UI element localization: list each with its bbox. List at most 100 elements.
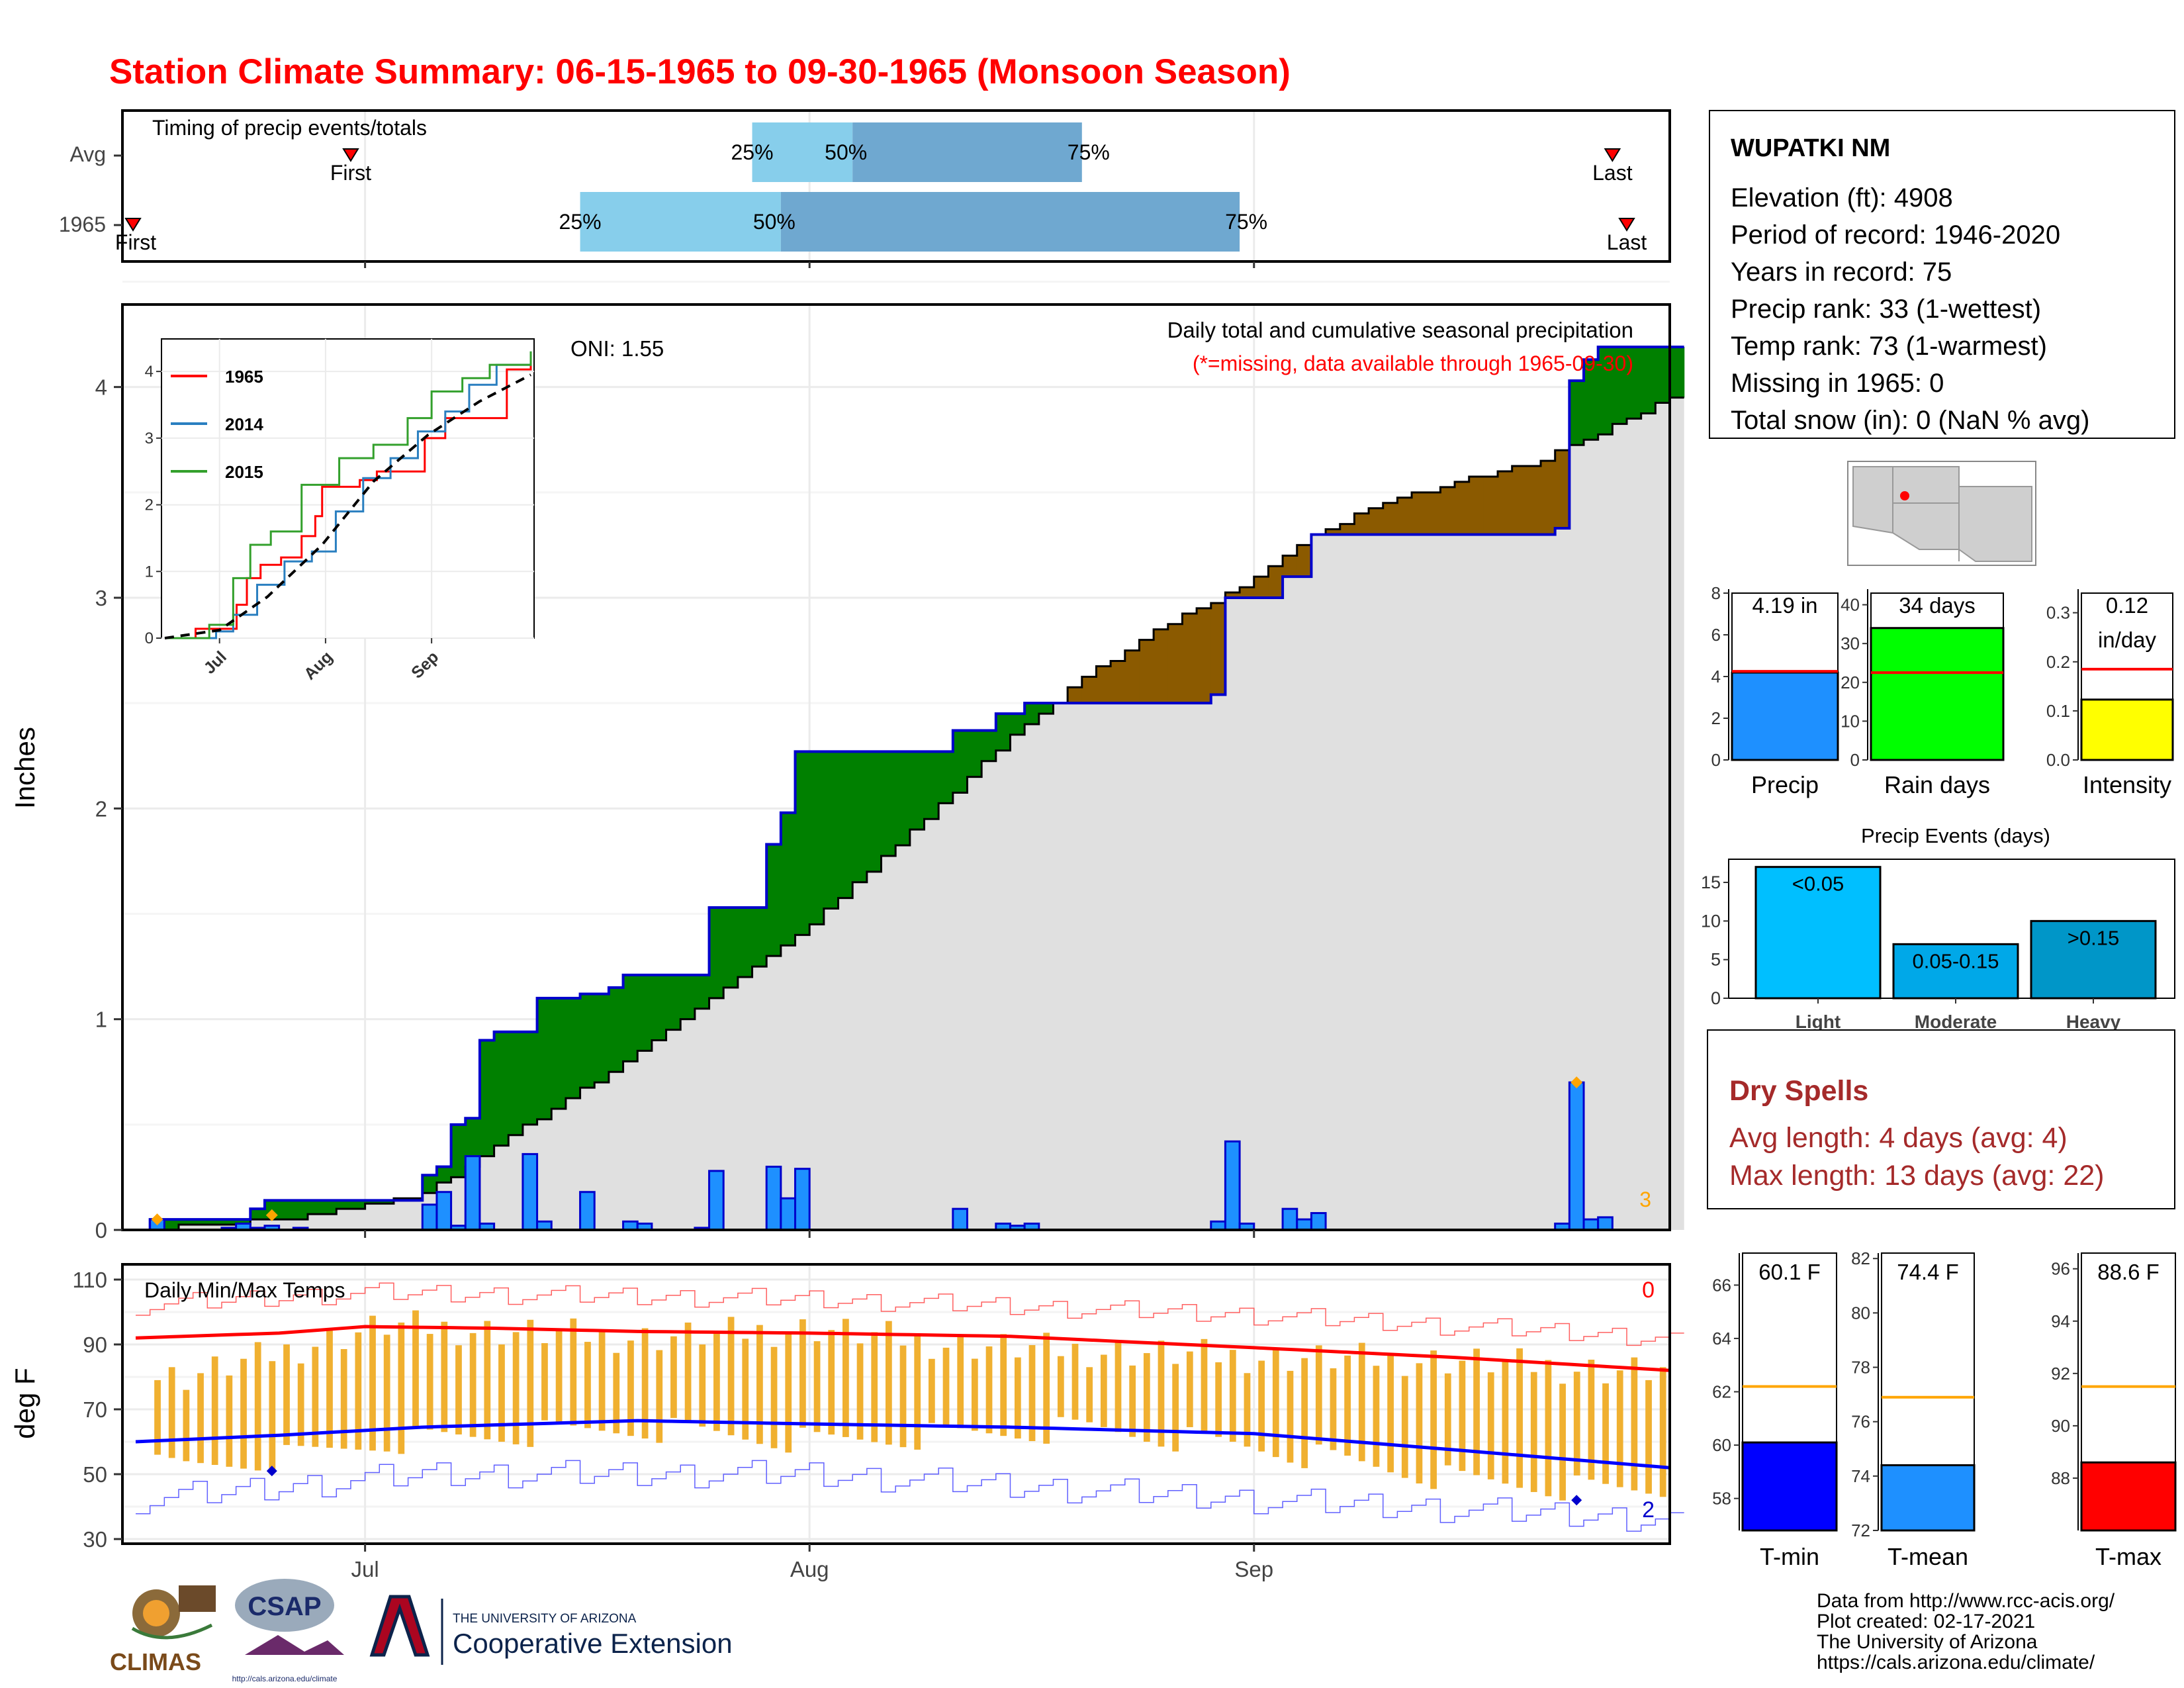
precip-diff-day-5 — [207, 1219, 222, 1225]
temp-range-bar-97 — [1530, 1372, 1537, 1492]
precip-diff-day-106 — [1655, 347, 1670, 403]
dry-spells-title: Dry Spells — [1729, 1075, 1868, 1107]
events-ytick-label-1: 5 — [1711, 950, 1721, 970]
precip-diff-day-21 — [436, 1166, 452, 1183]
summary-bar-2 — [2080, 698, 2174, 761]
temp-range-bar-25 — [498, 1344, 505, 1442]
temp-lines — [135, 1282, 1684, 1532]
precip-diff-day-37 — [666, 974, 681, 1030]
climas-logo-block — [179, 1585, 216, 1612]
precip-diff-day-11 — [293, 1200, 308, 1220]
precip-diff-day-44 — [766, 844, 782, 957]
temp-range-bar-79 — [1272, 1348, 1279, 1458]
summary-tick-label-1-0: 0 — [1850, 750, 1860, 770]
precip-daily-bar-32 — [1568, 1081, 1585, 1231]
temp-range-bar-32 — [598, 1329, 606, 1431]
dry-spells-max-line: Max length: 13 days (avg: 22) — [1729, 1160, 2104, 1192]
precip-diff-day-91 — [1440, 487, 1455, 535]
temp-range-bar-49 — [842, 1319, 849, 1437]
temp-range-bar-35 — [641, 1328, 649, 1439]
precip-diff-day-85 — [1354, 513, 1369, 535]
climas-logo-text: CLIMAS — [110, 1648, 201, 1675]
precip-diff-day-78 — [1253, 577, 1269, 598]
summary-tick-label-2-3: 0.3 — [2046, 603, 2070, 623]
summary-tick-label-2-2: 0.2 — [2046, 652, 2070, 672]
temp-range-bar-83 — [1330, 1368, 1337, 1450]
climas-logo-swoosh — [131, 1623, 213, 1640]
temp-summary-label-0: T-min — [1760, 1543, 1819, 1570]
precip-diff-day-2 — [164, 1219, 179, 1230]
precip-diff-day-96 — [1512, 466, 1527, 535]
oni-label: ONI: 1.55 — [570, 336, 664, 361]
inset-grid — [161, 339, 534, 639]
temp-ytick-label-1: 50 — [83, 1462, 107, 1487]
temp-range-bar-45 — [785, 1333, 792, 1453]
summary-tick-label-0-3: 6 — [1711, 625, 1721, 645]
temp-range-bar-91 — [1444, 1373, 1451, 1466]
precip-diff-day-104 — [1627, 347, 1642, 419]
summary-value-1: 34 days — [1899, 593, 1976, 618]
precip-diff-day-60 — [995, 714, 1011, 751]
temp-range-bar-86 — [1373, 1366, 1380, 1467]
precip-panel: 0 1 2 3 4 Inches ONI: 1.55 Daily total and c… — [9, 281, 1685, 1243]
station-info-frame — [1709, 110, 2175, 439]
ua-logo-big-text: Cooperative Extension — [453, 1628, 733, 1659]
summary-value-2: 0.12 — [2106, 593, 2148, 618]
temp-record-marker-1 — [1571, 1495, 1582, 1506]
temp-range-bar-40 — [713, 1331, 720, 1431]
precip-diff-day-77 — [1240, 587, 1255, 598]
inset-lines — [164, 351, 532, 639]
precip-diff-day-49 — [838, 751, 853, 898]
precip-y-label: Inches — [9, 727, 40, 809]
dry-spells: Dry Spells Avg length: 4 days (avg: 4) M… — [1707, 1029, 2175, 1209]
events-ytick-label-2: 10 — [1701, 911, 1721, 931]
precip-diff-day-29 — [551, 998, 567, 1109]
precip-panel-frame — [121, 303, 1671, 1231]
ua-logo-small-text: THE UNIVERSITY OF ARIZONA — [453, 1612, 637, 1626]
temp-range-bar-20 — [426, 1334, 433, 1430]
precip-diff-day-10 — [279, 1200, 294, 1220]
precip-diff-day-101 — [1584, 359, 1599, 440]
climas-logo: CLIMAS — [110, 1585, 216, 1675]
events-bar-label-0: <0.05 — [1792, 872, 1844, 896]
precip-daily-bar-13 — [579, 1191, 596, 1231]
inset-ytick-label-1: 1 — [145, 563, 154, 581]
legend-label-2014: 2014 — [225, 414, 263, 434]
temp-range-bar-72 — [1172, 1364, 1179, 1452]
temp-record-marker-0 — [266, 1466, 277, 1477]
precip-diff-day-69 — [1124, 650, 1140, 704]
temp-range-bar-103 — [1616, 1370, 1623, 1487]
precip-missing-markers — [151, 1076, 1583, 1226]
temp-range-bar-42 — [742, 1338, 749, 1440]
precip-diff-day-67 — [1096, 666, 1111, 704]
temp-range-bar-59 — [985, 1346, 993, 1434]
timing-bar-q2-1 — [780, 192, 1240, 252]
temp-range-bar-17 — [383, 1335, 390, 1452]
temp-range-bar-69 — [1129, 1365, 1136, 1437]
precip-diff-day-47 — [809, 751, 825, 925]
temp-range-bar-1 — [154, 1380, 161, 1455]
temp-summary-tick-label-0-0: 58 — [1712, 1489, 1731, 1509]
footer-line-data: Data from http://www.rcc-acis.org/ — [1817, 1590, 2115, 1612]
timing-heading: Timing of precip events/totals — [152, 116, 427, 140]
summary-tick-label-0-0: 0 — [1711, 750, 1721, 770]
temp-range-bar-81 — [1301, 1358, 1308, 1468]
temp-range-bar-51 — [871, 1332, 878, 1442]
temp-range-bar-95 — [1502, 1360, 1509, 1484]
precip-ytick-label-0: 0 — [95, 1218, 107, 1243]
precip-ytick-label-4: 4 — [95, 375, 107, 400]
precip-diff-day-30 — [565, 998, 581, 1099]
station-line-years: Years in record: 75 — [1731, 258, 1952, 287]
temp-range-bar-44 — [770, 1346, 778, 1448]
temp-range-bar-53 — [899, 1345, 907, 1448]
summary-label-2: Intensity — [2083, 771, 2171, 798]
footer-logos: CLIMAS CSAP http://cals.arizona.edu/clim… — [110, 1579, 733, 1683]
temp-min-count: 2 — [1642, 1497, 1655, 1523]
precip-avg-area — [136, 397, 1684, 1231]
precip-ytick-label-2: 2 — [95, 796, 107, 821]
temp-range-bar-85 — [1358, 1342, 1365, 1462]
temp-summary-tick-label-0-1: 60 — [1712, 1435, 1731, 1455]
temp-range-bar-3 — [183, 1389, 190, 1462]
temp-summary-tick-label-1-2: 76 — [1851, 1412, 1870, 1432]
